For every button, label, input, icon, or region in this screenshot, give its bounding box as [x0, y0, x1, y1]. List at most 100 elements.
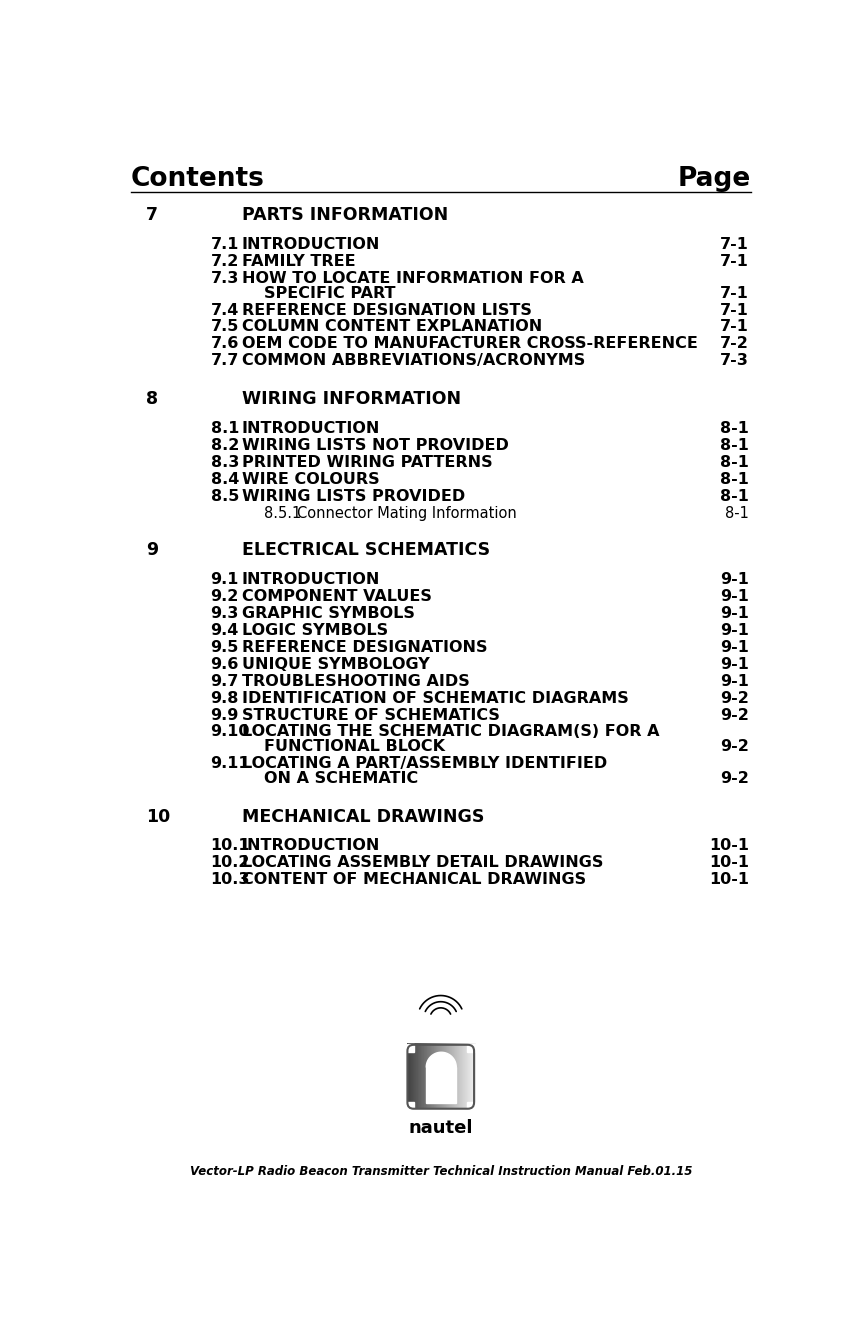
Text: 10.1: 10.1 — [211, 839, 250, 854]
Text: 7.2: 7.2 — [211, 253, 239, 269]
Text: 9.6: 9.6 — [211, 656, 239, 672]
Text: Contents: Contents — [131, 167, 265, 192]
Text: OEM CODE TO MANUFACTURER CROSS-REFERENCE: OEM CODE TO MANUFACTURER CROSS-REFERENCE — [242, 336, 697, 351]
Text: COLUMN CONTENT EXPLANATION: COLUMN CONTENT EXPLANATION — [242, 319, 542, 335]
Text: 8.3: 8.3 — [211, 455, 239, 470]
Text: 9-1: 9-1 — [721, 572, 749, 587]
Text: Vector-LP Radio Beacon Transmitter Technical Instruction Manual Feb.01.15: Vector-LP Radio Beacon Transmitter Techn… — [189, 1165, 692, 1178]
Text: ON A SCHEMATIC: ON A SCHEMATIC — [264, 771, 418, 786]
Text: 8.5: 8.5 — [211, 488, 239, 504]
Text: LOCATING THE SCHEMATIC DIAGRAM(S) FOR A: LOCATING THE SCHEMATIC DIAGRAM(S) FOR A — [242, 724, 659, 739]
Text: INTRODUCTION: INTRODUCTION — [242, 237, 380, 252]
Text: LOGIC SYMBOLS: LOGIC SYMBOLS — [242, 623, 388, 638]
Text: 7.6: 7.6 — [211, 336, 239, 351]
Text: 9.7: 9.7 — [211, 674, 239, 688]
Text: WIRING INFORMATION: WIRING INFORMATION — [242, 391, 461, 408]
Text: 9-2: 9-2 — [721, 771, 749, 786]
Text: FAMILY TREE: FAMILY TREE — [242, 253, 355, 269]
Text: 9.1: 9.1 — [211, 572, 239, 587]
Text: 9.4: 9.4 — [211, 623, 239, 638]
Text: Page: Page — [678, 167, 751, 192]
Text: 9.10: 9.10 — [211, 724, 250, 739]
Text: 7-1: 7-1 — [721, 237, 749, 252]
Text: 9-2: 9-2 — [721, 707, 749, 723]
Text: IDENTIFICATION OF SCHEMATIC DIAGRAMS: IDENTIFICATION OF SCHEMATIC DIAGRAMS — [242, 691, 629, 706]
Text: 8.1: 8.1 — [211, 422, 239, 436]
Text: 10-1: 10-1 — [710, 855, 749, 870]
Text: 9-1: 9-1 — [721, 656, 749, 672]
Text: 8.2: 8.2 — [211, 438, 239, 454]
Text: 8: 8 — [146, 391, 158, 408]
Text: 9.2: 9.2 — [211, 590, 239, 604]
Text: LOCATING ASSEMBLY DETAIL DRAWINGS: LOCATING ASSEMBLY DETAIL DRAWINGS — [242, 855, 603, 870]
Text: 7.5: 7.5 — [211, 319, 239, 335]
Text: 8-1: 8-1 — [721, 472, 749, 487]
Text: 10.3: 10.3 — [211, 872, 250, 887]
Text: 9-2: 9-2 — [721, 691, 749, 706]
Bar — [426, 1067, 456, 1103]
Bar — [467, 1045, 475, 1051]
Text: 9-1: 9-1 — [721, 623, 749, 638]
Text: 7-1: 7-1 — [721, 319, 749, 335]
Bar — [407, 1102, 415, 1110]
Text: 7.4: 7.4 — [211, 303, 239, 317]
Text: 10.2: 10.2 — [211, 855, 250, 870]
Text: CONTENT OF MECHANICAL DRAWINGS: CONTENT OF MECHANICAL DRAWINGS — [242, 872, 586, 887]
Text: 7-1: 7-1 — [721, 303, 749, 317]
Text: 8-1: 8-1 — [721, 438, 749, 454]
Text: HOW TO LOCATE INFORMATION FOR A: HOW TO LOCATE INFORMATION FOR A — [242, 271, 583, 285]
Text: 7.3: 7.3 — [211, 271, 239, 285]
Text: LOCATING A PART/ASSEMBLY IDENTIFIED: LOCATING A PART/ASSEMBLY IDENTIFIED — [242, 756, 607, 771]
Text: 9: 9 — [146, 542, 158, 559]
Text: WIRE COLOURS: WIRE COLOURS — [242, 472, 379, 487]
Text: 10-1: 10-1 — [710, 872, 749, 887]
Text: UNIQUE SYMBOLOGY: UNIQUE SYMBOLOGY — [242, 656, 429, 672]
Text: INTRODUCTION: INTRODUCTION — [242, 422, 380, 436]
Text: INTRODUCTION: INTRODUCTION — [242, 572, 380, 587]
Text: REFERENCE DESIGNATIONS: REFERENCE DESIGNATIONS — [242, 640, 487, 655]
Text: 9.8: 9.8 — [211, 691, 239, 706]
Text: 7.1: 7.1 — [211, 237, 239, 252]
Bar — [467, 1102, 475, 1110]
Text: INTRODUCTION: INTRODUCTION — [242, 839, 380, 854]
Text: 7.7: 7.7 — [211, 354, 239, 368]
Text: 10-1: 10-1 — [710, 839, 749, 854]
Text: ELECTRICAL SCHEMATICS: ELECTRICAL SCHEMATICS — [242, 542, 489, 559]
Text: 9.3: 9.3 — [211, 606, 239, 620]
Text: 9-1: 9-1 — [721, 606, 749, 620]
Text: REFERENCE DESIGNATION LISTS: REFERENCE DESIGNATION LISTS — [242, 303, 531, 317]
Text: 9-1: 9-1 — [721, 674, 749, 688]
Text: WIRING LISTS NOT PROVIDED: WIRING LISTS NOT PROVIDED — [242, 438, 508, 454]
Text: Connector Mating Information: Connector Mating Information — [297, 506, 516, 520]
Text: nautel: nautel — [408, 1119, 473, 1137]
Text: 9.9: 9.9 — [211, 707, 239, 723]
Text: PRINTED WIRING PATTERNS: PRINTED WIRING PATTERNS — [242, 455, 492, 470]
Text: 9-2: 9-2 — [721, 739, 749, 754]
Text: 7-2: 7-2 — [721, 336, 749, 351]
Text: 10: 10 — [146, 807, 170, 826]
Text: 8-1: 8-1 — [721, 488, 749, 504]
Text: 8-1: 8-1 — [721, 422, 749, 436]
Text: 7-1: 7-1 — [721, 285, 749, 300]
Bar — [407, 1045, 415, 1051]
Text: 9.11: 9.11 — [211, 756, 250, 771]
Text: 8.4: 8.4 — [211, 472, 239, 487]
Text: 9-1: 9-1 — [721, 640, 749, 655]
Text: 9.5: 9.5 — [211, 640, 239, 655]
Text: SPECIFIC PART: SPECIFIC PART — [264, 285, 396, 300]
Text: MECHANICAL DRAWINGS: MECHANICAL DRAWINGS — [242, 807, 484, 826]
Text: 7-1: 7-1 — [721, 253, 749, 269]
Text: COMPONENT VALUES: COMPONENT VALUES — [242, 590, 432, 604]
Text: FUNCTIONAL BLOCK: FUNCTIONAL BLOCK — [264, 739, 445, 754]
Text: PARTS INFORMATION: PARTS INFORMATION — [242, 207, 448, 224]
Text: STRUCTURE OF SCHEMATICS: STRUCTURE OF SCHEMATICS — [242, 707, 500, 723]
Text: COMMON ABBREVIATIONS/ACRONYMS: COMMON ABBREVIATIONS/ACRONYMS — [242, 354, 585, 368]
Text: 8-1: 8-1 — [725, 506, 749, 520]
Text: WIRING LISTS PROVIDED: WIRING LISTS PROVIDED — [242, 488, 464, 504]
Text: 7: 7 — [146, 207, 158, 224]
Text: 9-1: 9-1 — [721, 590, 749, 604]
Text: GRAPHIC SYMBOLS: GRAPHIC SYMBOLS — [242, 606, 415, 620]
Text: 8-1: 8-1 — [721, 455, 749, 470]
Text: 7-3: 7-3 — [721, 354, 749, 368]
Text: TROUBLESHOOTING AIDS: TROUBLESHOOTING AIDS — [242, 674, 470, 688]
